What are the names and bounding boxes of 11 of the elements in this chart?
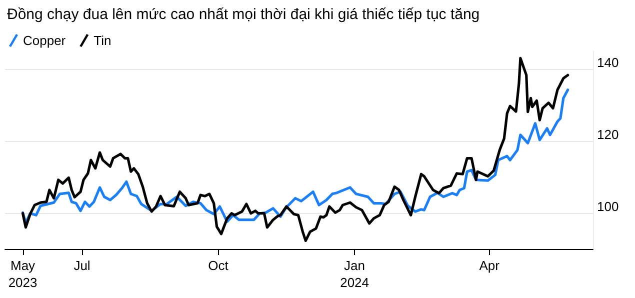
y-tick-label: 140 [597, 55, 619, 70]
chart-title: Đồng chạy đua lên mức cao nhất mọi thời đại khi giá thiếc tiếp tục tăng [7, 6, 480, 23]
y-tick-label: 100 [597, 199, 619, 214]
legend-label: Tin [94, 33, 112, 48]
legend-label: Copper [23, 33, 66, 48]
x-tick-label: May 2023 [8, 258, 38, 290]
x-tick-label: Apr [479, 258, 500, 273]
x-tick-label: Oct [208, 258, 229, 273]
x-tick-label: Jul [74, 258, 90, 273]
x-tick-label: Jan 2024 [340, 258, 370, 290]
y-tick-label: 120 [597, 127, 619, 142]
